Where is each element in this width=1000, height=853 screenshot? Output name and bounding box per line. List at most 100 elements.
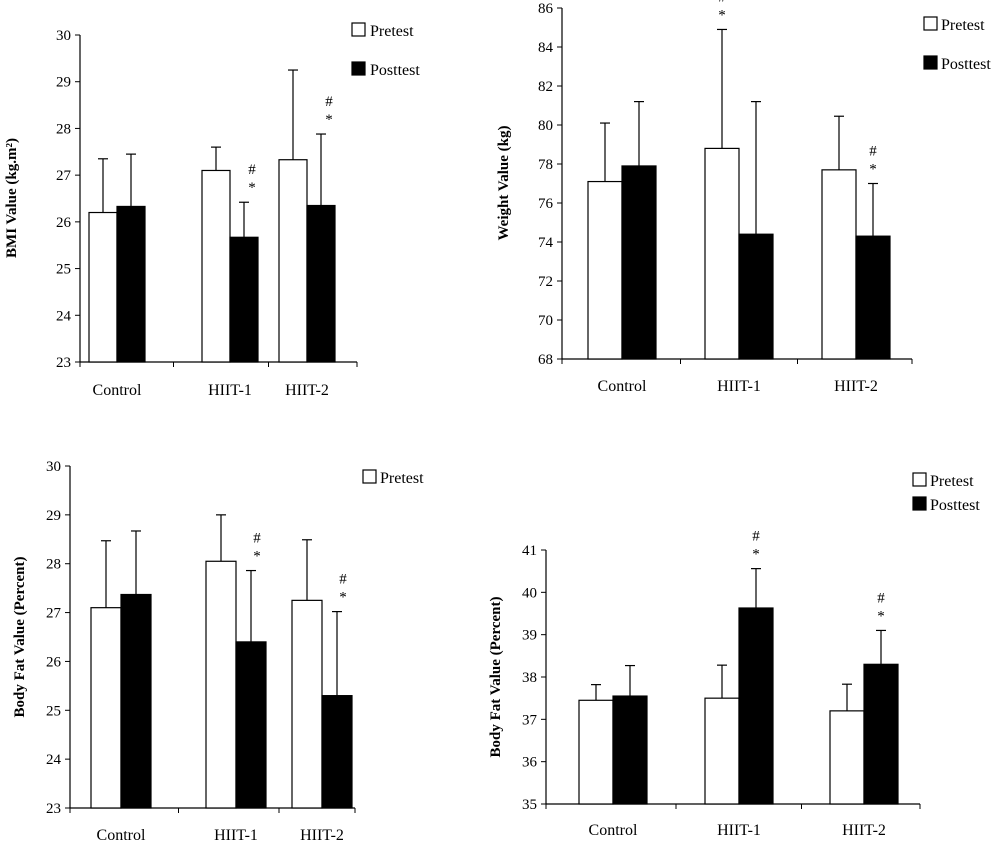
x-tick-label: HIIT-1	[208, 382, 252, 399]
asterisk-annotation: *	[877, 608, 885, 624]
y-tick-label: 30	[56, 28, 71, 44]
y-tick-label: 78	[538, 157, 553, 173]
legend-swatch	[351, 61, 366, 76]
legend-swatch	[351, 22, 366, 37]
hash-annotation: #	[869, 144, 877, 160]
legend-label: Pretest	[930, 473, 974, 490]
bar	[205, 560, 237, 809]
y-axis-title: Body Fat Value (Percent)	[488, 597, 504, 758]
hash-annotation: #	[752, 529, 760, 545]
x-tick-label: HIIT-2	[842, 822, 886, 839]
x-tick-label: HIIT-1	[214, 827, 258, 844]
hash-annotation: #	[339, 572, 347, 588]
y-tick-label: 39	[522, 628, 537, 644]
legend-swatch	[362, 469, 377, 484]
bar	[738, 607, 774, 805]
y-tick-label: 37	[522, 712, 538, 728]
y-tick-label: 27	[46, 606, 62, 622]
bar	[229, 236, 259, 363]
bar	[116, 205, 146, 363]
y-tick-label: 80	[538, 118, 553, 134]
x-tick-label: Control	[93, 382, 142, 399]
y-tick-label: 36	[522, 755, 538, 771]
bar	[88, 211, 118, 363]
y-tick-label: 28	[46, 557, 61, 573]
asterisk-annotation: *	[339, 590, 347, 606]
y-tick-label: 82	[538, 79, 553, 95]
bar	[738, 233, 774, 360]
hash-annotation: #	[248, 162, 256, 178]
y-tick-label: 25	[46, 703, 61, 719]
y-tick-label: 30	[46, 459, 61, 475]
legend-label: Pretest	[370, 23, 414, 40]
y-tick-label: 41	[522, 543, 537, 559]
x-tick-label: Control	[97, 827, 146, 844]
bar	[120, 593, 152, 809]
hash-annotation: #	[325, 94, 333, 110]
y-tick-label: 24	[46, 752, 62, 768]
y-tick-label: 74	[538, 235, 554, 251]
asterisk-annotation: *	[325, 112, 333, 128]
legend-swatch	[912, 496, 927, 511]
asterisk-annotation: *	[752, 547, 760, 563]
y-tick-label: 68	[538, 352, 553, 368]
y-axis-title: BMI Value (kg.m²)	[4, 138, 20, 258]
bar	[90, 607, 122, 809]
y-axis-title: Body Fat Value (Percent)	[12, 557, 28, 718]
x-tick-label: HIIT-1	[717, 378, 761, 395]
y-tick-label: 70	[538, 313, 553, 329]
bar	[306, 204, 336, 363]
y-tick-label: 26	[46, 654, 62, 670]
y-tick-label: 35	[522, 797, 537, 813]
legend-label: Posttest	[930, 497, 980, 514]
y-tick-label: 29	[56, 75, 71, 91]
y-tick-label: 23	[46, 801, 61, 817]
x-tick-label: Control	[589, 822, 638, 839]
legend-label: Pretest	[380, 470, 424, 487]
bar	[621, 165, 657, 360]
bar	[321, 695, 353, 809]
legend-label: Posttest	[370, 62, 420, 79]
y-axis-title: Weight Value (kg)	[496, 125, 512, 240]
y-tick-label: 76	[538, 196, 554, 212]
y-tick-label: 26	[56, 215, 72, 231]
bar	[855, 235, 891, 360]
x-tick-label: HIIT-2	[834, 378, 878, 395]
bar	[704, 147, 740, 360]
y-tick-label: 38	[522, 670, 537, 686]
hash-annotation: #	[718, 0, 726, 5]
bar	[612, 695, 648, 805]
y-tick-label: 72	[538, 274, 553, 290]
bar	[201, 169, 231, 363]
y-tick-label: 23	[56, 355, 71, 371]
y-tick-label: 27	[56, 168, 72, 184]
bar	[704, 697, 740, 805]
legend-swatch	[912, 472, 927, 487]
x-tick-label: HIIT-1	[717, 822, 761, 839]
x-tick-label: Control	[598, 378, 647, 395]
y-tick-label: 84	[538, 40, 554, 56]
y-tick-label: 24	[56, 308, 72, 324]
legend-label: Posttest	[941, 56, 991, 73]
bar	[291, 599, 323, 809]
y-tick-label: 40	[522, 585, 537, 601]
asterisk-annotation: *	[248, 180, 256, 196]
y-tick-label: 29	[46, 508, 61, 524]
x-tick-label: HIIT-2	[285, 382, 329, 399]
x-tick-label: HIIT-2	[300, 827, 344, 844]
bar	[821, 169, 857, 360]
hash-annotation: #	[253, 531, 261, 547]
bar	[829, 710, 865, 805]
bar	[278, 159, 308, 363]
asterisk-annotation: *	[869, 162, 877, 178]
legend-swatch	[923, 16, 938, 31]
y-tick-label: 28	[56, 121, 71, 137]
hash-annotation: #	[877, 590, 885, 606]
y-tick-label: 25	[56, 262, 71, 278]
asterisk-annotation: *	[253, 549, 261, 565]
legend-swatch	[923, 55, 938, 70]
bar	[235, 641, 267, 809]
y-tick-label: 86	[538, 1, 554, 17]
asterisk-annotation: *	[718, 7, 726, 23]
